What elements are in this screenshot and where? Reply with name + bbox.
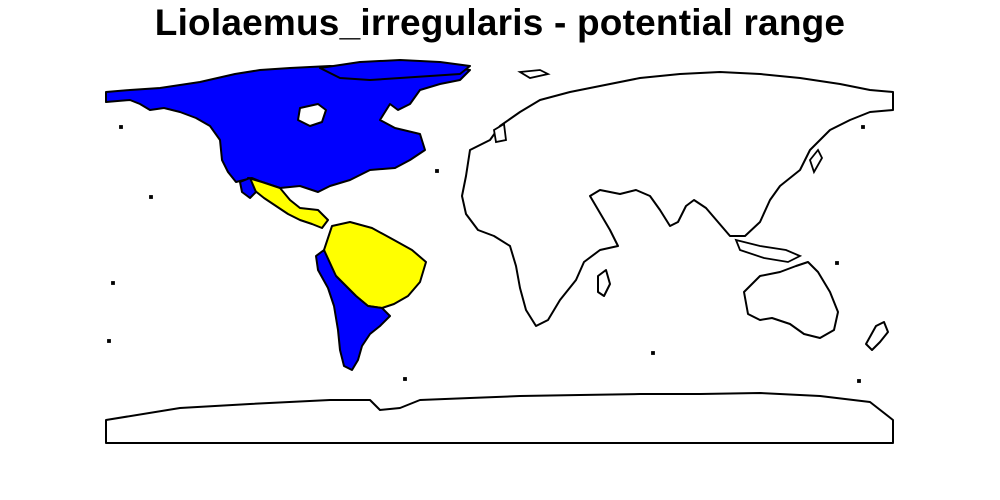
iceland [517, 69, 551, 79]
island [651, 351, 655, 355]
arctic-islands-range [319, 59, 471, 81]
central-america-range [247, 177, 329, 229]
new-zealand [865, 321, 889, 351]
eurasia-africa [461, 71, 894, 327]
uk-islands [493, 122, 507, 144]
mexico-coast-range [239, 177, 257, 199]
hudson-bay [297, 103, 327, 127]
antarctica [105, 392, 894, 444]
island [119, 125, 123, 129]
island [857, 379, 861, 383]
japan [808, 148, 824, 175]
island [149, 195, 153, 199]
island [403, 377, 407, 381]
australia [743, 261, 839, 339]
indonesia [734, 238, 803, 263]
island [835, 261, 839, 265]
madagascar [597, 269, 611, 297]
south-america-range-south [315, 249, 391, 371]
island [435, 169, 439, 173]
island [861, 125, 865, 129]
island [107, 339, 111, 343]
map-title: Liolaemus_irregularis - potential range [154, 2, 846, 43]
north-america-range [105, 65, 471, 193]
island [111, 281, 115, 285]
